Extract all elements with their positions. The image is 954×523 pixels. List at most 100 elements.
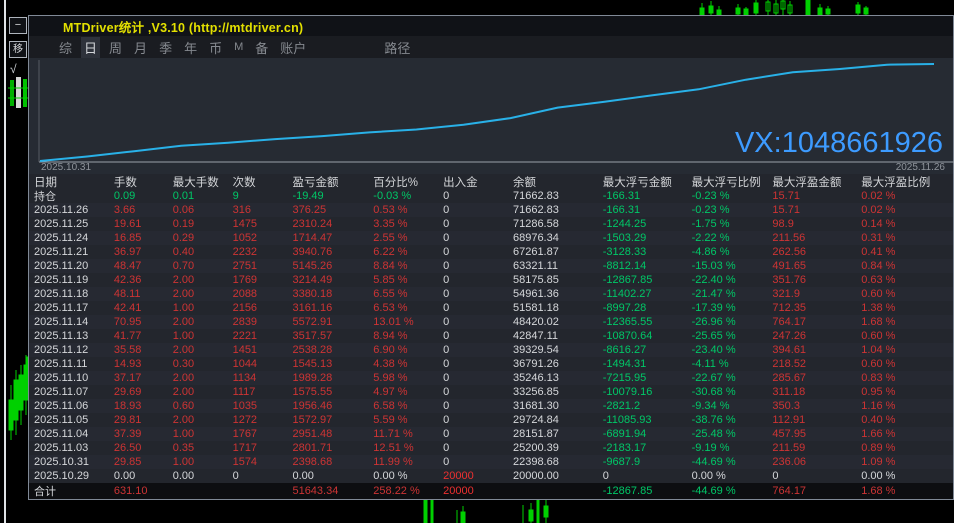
wechat-watermark: VX:1048661926 (734, 127, 943, 159)
table-row: 2025.11.21 36.97 0.40 2232 3940.76 6.22 % 0 672… (29, 245, 953, 259)
minimize-button[interactable]: − (9, 17, 27, 34)
menu-item-月[interactable]: 月 (134, 40, 148, 56)
cell: 2025.11.04 (34, 428, 89, 440)
cell: 376.25 (292, 204, 327, 216)
cell: -2183.17 (602, 442, 647, 454)
cell: 8.94 % (373, 330, 408, 342)
cell: 285.67 (772, 372, 807, 384)
cell: 29.81 (113, 414, 142, 426)
cell: 25200.39 (512, 442, 559, 454)
cell: 316 (232, 204, 251, 216)
cell: -4.86 % (691, 246, 730, 258)
cell: -6891.94 (602, 428, 647, 440)
column-header: 日期 (34, 177, 57, 189)
table-row: 持仓 0.09 0.01 9 -19.49 -0.03 % 0 71662.83 -166.31… (29, 189, 953, 203)
cell: 51643.34 (292, 485, 339, 497)
cell: 42.41 (113, 302, 142, 314)
cell: 42.36 (113, 274, 142, 286)
cell: 1.66 % (861, 428, 896, 440)
equity-chart: 2025.10.31 2025.11.26 VX:1048661926 (29, 58, 954, 174)
cell: 1451 (232, 344, 258, 356)
cell: 2801.71 (292, 442, 333, 454)
cell: 41.77 (113, 330, 142, 342)
column-header: 最大浮亏金额 (602, 177, 672, 189)
title-bar: MTDriver统计 ,V3.10 (http://mtdriver.cn) (29, 16, 953, 36)
menu-item-币[interactable]: 币 (209, 40, 223, 56)
cell: 0.60 % (861, 358, 896, 370)
menu-item-path[interactable]: 路径 (384, 40, 411, 56)
cell: 211.56 (772, 232, 806, 244)
chart-start-date-label: 2025.10.31 (41, 162, 92, 173)
cell: 3161.16 (292, 302, 333, 314)
cell: 2025.11.26 (34, 204, 89, 216)
menu-item-日[interactable]: 日 (81, 36, 101, 58)
cell: -7215.95 (602, 372, 647, 384)
cell: 258.22 % (373, 485, 420, 497)
cell: 1545.13 (292, 358, 333, 370)
cell: 68976.34 (512, 232, 559, 244)
cell: -0.03 % (373, 190, 412, 202)
cell: 0 (443, 358, 450, 370)
cell: 35246.13 (512, 372, 559, 384)
cell: -25.48 % (691, 428, 736, 440)
cell: 0 (443, 302, 450, 314)
column-header: 百分比% (373, 177, 419, 189)
cell: -2821.2 (602, 400, 641, 412)
table-row: 2025.11.13 41.77 1.00 2221 3517.57 8.94 % 0 428… (29, 329, 953, 343)
menu-item-年[interactable]: 年 (184, 40, 198, 56)
menu-item-账户[interactable]: 账户 (280, 40, 307, 56)
menu-item-备[interactable]: 备 (255, 40, 269, 56)
cell: -1.75 % (691, 218, 730, 230)
candlesticks-top-decoration (699, 0, 869, 16)
table-row: 2025.11.12 35.58 2.00 1451 2538.28 6.90 % 0 393… (29, 343, 953, 357)
cell: -44.69 % (691, 485, 736, 497)
cell: 321.9 (772, 288, 800, 300)
cell: 26.50 (113, 442, 142, 454)
menu-item-M[interactable]: M (234, 41, 244, 53)
cell: 13.01 % (373, 316, 414, 328)
cell: 0.29 (172, 232, 195, 244)
cell: 0 (443, 190, 450, 202)
cell: 0.95 % (861, 386, 896, 398)
menu-item-综[interactable]: 综 (59, 40, 73, 56)
table-row: 2025.11.03 26.50 0.35 1717 2801.71 12.51 % 0 25… (29, 441, 953, 455)
cell: 58175.85 (512, 274, 559, 286)
cell: 5145.26 (292, 260, 333, 272)
cell: 2025.11.12 (34, 344, 89, 356)
cell: 2398.68 (292, 456, 333, 468)
cell: 2025.10.31 (34, 456, 90, 468)
cell: 0 (443, 330, 450, 342)
menu-item-季[interactable]: 季 (159, 40, 173, 56)
cell: 6.22 % (373, 246, 408, 258)
cell: 1572.97 (292, 414, 333, 426)
cell: -1494.31 (602, 358, 647, 370)
cell: 311.18 (772, 386, 806, 398)
mtdriver-stats-window: MTDriver统计 ,V3.10 (http://mtdriver.cn) 综… (28, 15, 954, 500)
cell: -12867.85 (602, 274, 653, 286)
menu-item-周[interactable]: 周 (109, 40, 123, 56)
cell: 0.06 (172, 204, 195, 216)
move-button[interactable]: 移 (9, 41, 27, 58)
cell: 1035 (232, 400, 258, 412)
cell: 0 (602, 470, 609, 482)
cell: 1767 (232, 428, 258, 440)
cell: 31681.30 (512, 400, 559, 412)
table-row: 2025.11.26 3.66 0.06 316 376.25 0.53 % 0 71662.… (29, 203, 953, 217)
cell: 5.59 % (373, 414, 408, 426)
cell: 0 (443, 218, 450, 230)
cell: 1134 (232, 372, 257, 384)
cell: 1.04 % (861, 344, 896, 356)
cell: 3517.57 (292, 330, 333, 342)
cell: 0.70 (172, 260, 195, 272)
cell: 1.00 (172, 302, 195, 314)
cell: 2.00 (172, 288, 195, 300)
cell: 2025.11.10 (34, 372, 89, 384)
cell: 16.85 (113, 232, 142, 244)
cell: -10079.16 (602, 386, 653, 398)
check-icon[interactable]: √ (10, 62, 17, 76)
cell: 1.68 % (861, 316, 896, 328)
cell: 6.90 % (373, 344, 408, 356)
cell: -1244.25 (602, 218, 647, 230)
cell: 0 (443, 288, 450, 300)
cell: 218.52 (772, 358, 807, 370)
